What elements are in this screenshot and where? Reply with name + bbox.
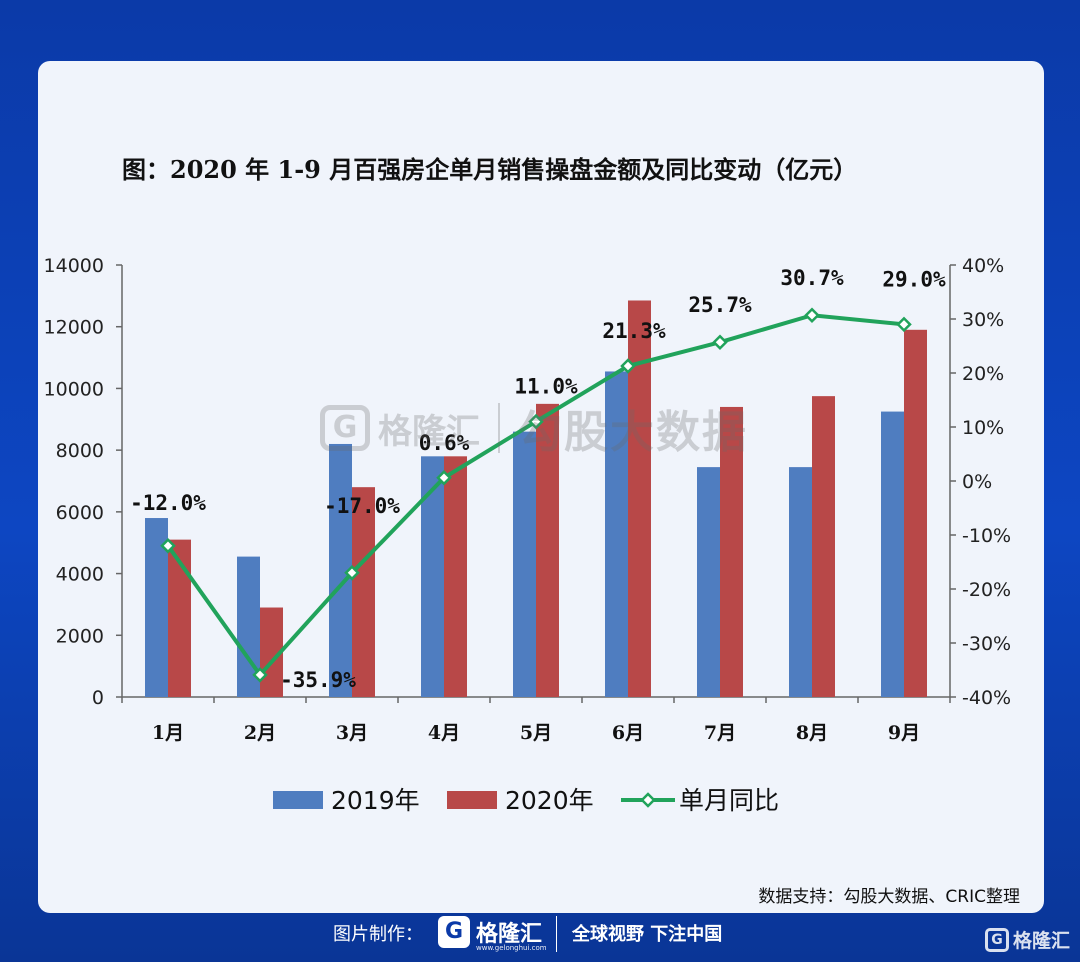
legend-label: 单月同比: [679, 786, 779, 815]
x-tick-label: 9月: [888, 722, 920, 744]
left-tick-label: 12000: [44, 317, 104, 339]
left-tick-label: 10000: [44, 378, 104, 400]
x-tick-label: 8月: [796, 722, 828, 744]
yoy-point: [160, 538, 176, 554]
left-tick-label: 14000: [44, 255, 104, 277]
yoy-data-label: 0.6%: [419, 431, 470, 455]
yoy-data-label: 30.7%: [780, 266, 844, 290]
bar-2019年: [789, 467, 812, 697]
yoy-data-label: 29.0%: [882, 267, 946, 291]
source-note: 数据支持：勾股大数据、CRIC整理: [758, 887, 1020, 907]
legend-swatch: [447, 791, 497, 809]
right-tick-label: -20%: [962, 579, 1011, 601]
bar-2020年: [628, 300, 651, 697]
corner-logo-icon: G: [984, 927, 1009, 952]
legend-swatch: [273, 791, 323, 809]
left-tick-label: 6000: [56, 502, 104, 524]
x-tick-label: 6月: [612, 722, 644, 744]
bar-2019年: [421, 456, 444, 697]
chart-title: 图：2020 年 1-9 月百强房企单月销售操盘金额及同比变动（亿元）: [122, 155, 858, 184]
bar-2019年: [513, 431, 536, 697]
x-tick-label: 2月: [244, 722, 276, 744]
right-tick-label: 30%: [962, 309, 1004, 331]
yoy-point: [252, 667, 268, 683]
right-tick-label: -30%: [962, 633, 1011, 655]
footer-url: www.gelonghui.com: [476, 944, 547, 952]
bar-2020年: [444, 456, 467, 697]
right-tick-label: -40%: [962, 687, 1011, 709]
footer-logo-icon: G: [438, 916, 470, 948]
left-tick-label: 2000: [56, 625, 104, 647]
yoy-data-label: 11.0%: [514, 375, 578, 399]
footer-bar: 图片制作： G 格隆汇 www.gelonghui.com 全球视野 下注中国: [0, 912, 1080, 962]
x-tick-label: 5月: [520, 722, 552, 744]
yoy-point: [804, 307, 820, 323]
footer-slogan: 全球视野 下注中国: [572, 924, 723, 945]
yoy-data-label: -35.9%: [280, 668, 356, 692]
footer-label: 图片制作：: [333, 924, 423, 945]
legend-marker: [640, 792, 656, 808]
bar-2020年: [536, 403, 559, 697]
right-tick-label: 0%: [962, 471, 992, 493]
corner-brand-name: 格隆汇: [1012, 930, 1070, 952]
yoy-point: [896, 316, 912, 333]
yoy-data-label: 21.3%: [602, 319, 666, 343]
footer-divider: [556, 916, 557, 952]
corner-brand: G 格隆汇: [984, 926, 1070, 953]
bar-2020年: [168, 539, 191, 697]
yoy-data-label: -12.0%: [130, 491, 206, 515]
right-tick-label: 10%: [962, 417, 1004, 439]
bar-2019年: [329, 443, 352, 697]
left-tick-label: 4000: [56, 564, 104, 586]
bar-2020年: [352, 487, 375, 697]
yoy-point: [344, 565, 360, 581]
yoy-point: [712, 334, 728, 350]
yoy-data-label: 25.7%: [688, 293, 752, 317]
x-tick-label: 1月: [152, 722, 184, 744]
yoy-data-label: -17.0%: [324, 494, 400, 518]
bar-2019年: [605, 371, 628, 697]
left-tick-label: 0: [92, 687, 104, 709]
x-tick-label: 4月: [428, 722, 460, 744]
bar-2020年: [812, 396, 835, 697]
x-tick-label: 7月: [704, 722, 736, 744]
yoy-point: [436, 469, 452, 486]
x-tick-label: 3月: [336, 722, 368, 744]
bar-2019年: [881, 411, 904, 697]
legend-label: 2020年: [505, 786, 594, 815]
right-tick-label: -10%: [962, 525, 1011, 547]
yoy-point: [620, 358, 636, 374]
bar-2019年: [145, 518, 168, 697]
bar-2019年: [237, 556, 260, 697]
bar-2020年: [904, 329, 927, 697]
bar-2020年: [720, 406, 743, 697]
bar-2019年: [697, 467, 720, 697]
right-tick-label: 20%: [962, 363, 1004, 385]
yoy-point: [528, 413, 544, 430]
legend-label: 2019年: [331, 786, 420, 815]
footer-brand: 格隆汇: [476, 922, 543, 947]
right-tick-label: 40%: [962, 255, 1004, 277]
left-tick-label: 8000: [56, 440, 104, 462]
